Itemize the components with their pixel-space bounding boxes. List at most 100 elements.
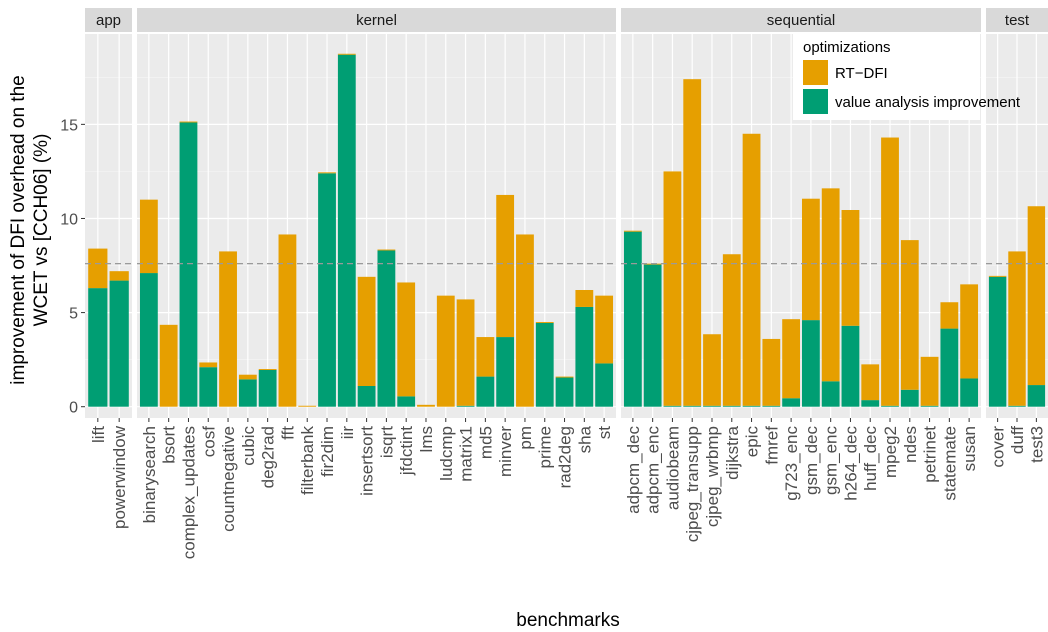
bar-value-analysis-sha — [575, 306, 594, 407]
bar-rt-dfi-cosf — [199, 362, 218, 368]
x-tick-label-fir2dim: fir2dim — [318, 426, 337, 477]
bar-value-analysis-insertsort — [357, 386, 376, 407]
x-tick-label-gsm_dec: gsm_dec — [802, 426, 821, 495]
x-tick-label-lift: lift — [89, 426, 108, 443]
x-tick-label-complex_updates: complex_updates — [179, 426, 198, 559]
x-tick-label-binarysearch: binarysearch — [140, 426, 159, 523]
bar-value-analysis-petrinet — [920, 405, 939, 407]
x-tick-label-statemate: statemate — [940, 426, 959, 501]
bar-rt-dfi-st — [595, 295, 614, 364]
x-tick-label-huff_dec: huff_dec — [861, 426, 880, 491]
legend-key-0 — [803, 60, 828, 85]
bar-value-analysis-cosf — [199, 367, 218, 407]
bar-rt-dfi-powerwindow — [109, 271, 129, 281]
bar-rt-dfi-statemate — [940, 302, 959, 329]
bar-value-analysis-ndes — [900, 389, 919, 407]
bar-value-analysis-susan — [960, 378, 979, 407]
x-tick-label-ndes: ndes — [901, 426, 920, 463]
panel-app: app lift powerwindow — [85, 8, 132, 529]
x-tick-label-mpeg2: mpeg2 — [881, 426, 900, 478]
bar-rt-dfi-gsm_enc — [821, 188, 840, 382]
bar-value-analysis-rad2deg — [555, 377, 574, 407]
bar-value-analysis-fmref — [762, 405, 781, 407]
bar-rt-dfi-h264_dec — [841, 210, 860, 326]
bar-rt-dfi-mpeg2 — [881, 137, 899, 406]
bar-rt-dfi-sha — [575, 290, 594, 307]
bar-rt-dfi-dijkstra — [722, 254, 741, 406]
x-tick-label-jfdctint: jfdctint — [397, 426, 416, 476]
bar-value-analysis-jfdctint — [397, 396, 416, 407]
y-axis-title-line-2: WCET vs [CCH06] (%) — [31, 134, 52, 327]
x-tick-label-md5: md5 — [476, 426, 495, 459]
y-axis: 0 5 10 15 — [60, 117, 85, 417]
bar-rt-dfi-ludcmp — [436, 295, 455, 407]
bar-rt-dfi-fft — [278, 234, 297, 407]
x-tick-label-bsort: bsort — [160, 426, 179, 464]
bar-value-analysis-st — [595, 363, 614, 407]
bar-value-analysis-iir — [337, 54, 356, 407]
x-tick-label-audiobeam: audiobeam — [663, 426, 682, 510]
bar-rt-dfi-bsort — [159, 324, 178, 407]
bar-value-analysis-duff — [1008, 405, 1026, 407]
y-tick-label: 15 — [60, 117, 78, 134]
bar-rt-dfi-cubic — [238, 374, 257, 380]
x-tick-label-iir: iir — [338, 426, 357, 440]
legend: optimizations RT−DFI value analysis improv… — [793, 34, 1021, 120]
x-tick-label-minver: minver — [496, 426, 515, 477]
x-tick-label-epic: epic — [743, 426, 762, 458]
bar-value-analysis-dijkstra — [722, 405, 741, 407]
facet-label-kernel: kernel — [356, 12, 397, 29]
bar-rt-dfi-fir2dim — [318, 172, 336, 174]
x-tick-label-cjpeg_wrbmp: cjpeg_wrbmp — [703, 426, 722, 527]
facet-strip — [986, 8, 1048, 32]
bar-value-analysis-minver — [496, 337, 515, 407]
bar-rt-dfi-adpcm_dec — [623, 230, 642, 232]
x-tick-label-h264_dec: h264_dec — [841, 426, 860, 501]
facet-strip — [621, 8, 981, 32]
bar-rt-dfi-cjpeg_transupp — [683, 79, 702, 406]
x-tick-label-adpcm_enc: adpcm_enc — [644, 426, 663, 514]
facet-label-sequential: sequential — [767, 12, 835, 29]
bar-rt-dfi-filterbank — [298, 405, 317, 407]
facet-strip — [137, 8, 616, 32]
facet-label-test: test — [1005, 12, 1030, 29]
bar-value-analysis-prime — [535, 322, 554, 407]
x-tick-label-adpcm_dec: adpcm_dec — [624, 426, 643, 514]
bar-rt-dfi-duff — [1008, 251, 1026, 406]
bar-value-analysis-adpcm_dec — [623, 231, 642, 407]
bar-rt-dfi-gsm_dec — [801, 198, 820, 321]
bar-value-analysis-adpcm_enc — [643, 264, 662, 407]
bar-value-analysis-complex_updates — [179, 122, 198, 407]
x-tick-label-duff: duff — [1008, 426, 1027, 454]
x-tick-label-ludcmp: ludcmp — [437, 426, 456, 481]
x-tick-label-prime: prime — [536, 426, 555, 469]
bar-rt-dfi-isqrt — [377, 249, 396, 251]
x-tick-label-powerwindow: powerwindow — [110, 425, 129, 529]
x-tick-label-st: st — [595, 426, 614, 440]
bar-rt-dfi-g723_enc — [782, 319, 801, 399]
bar-rt-dfi-pm — [516, 234, 534, 407]
bar-value-analysis-g723_enc — [782, 398, 801, 407]
x-tick-label-dijkstra: dijkstra — [723, 425, 742, 479]
x-tick-label-cover: cover — [989, 426, 1008, 468]
bar-rt-dfi-test3 — [1027, 206, 1046, 386]
bar-rt-dfi-complex_updates — [179, 121, 198, 123]
x-tick-label-pm: pm — [516, 426, 535, 450]
bar-value-analysis-matrix1 — [456, 405, 475, 407]
bar-rt-dfi-susan — [960, 284, 979, 379]
bar-value-analysis-deg2rad — [258, 370, 277, 407]
bar-rt-dfi-lms — [417, 404, 435, 407]
bar-value-analysis-fir2dim — [318, 173, 336, 407]
x-tick-label-gsm_enc: gsm_enc — [822, 426, 841, 495]
x-tick-label-sha: sha — [575, 425, 594, 453]
bar-rt-dfi-jfdctint — [397, 282, 416, 397]
bar-value-analysis-test3 — [1027, 385, 1046, 407]
y-tick-label: 5 — [69, 306, 78, 323]
panel-test: test cover duff test3 — [986, 8, 1048, 468]
legend-key-1 — [803, 89, 828, 114]
y-tick-label: 0 — [69, 400, 78, 417]
bar-rt-dfi-rad2deg — [555, 376, 574, 378]
bar-rt-dfi-binarysearch — [139, 199, 158, 274]
bar-value-analysis-cjpeg_transupp — [683, 405, 702, 407]
x-tick-label-countnegative: countnegative — [219, 426, 238, 532]
